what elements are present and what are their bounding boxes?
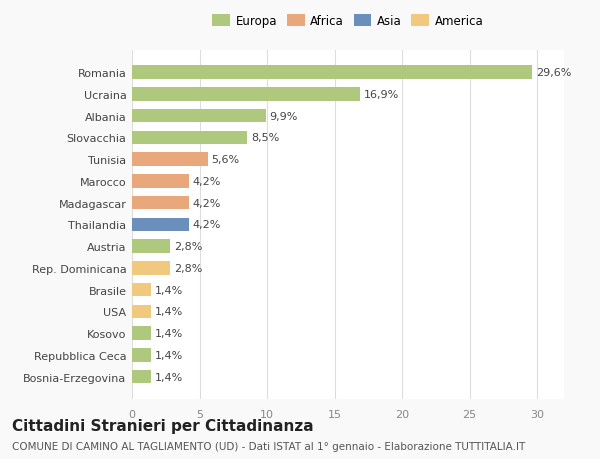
Text: 1,4%: 1,4% <box>155 328 183 338</box>
Text: 1,4%: 1,4% <box>155 350 183 360</box>
Bar <box>132 175 188 188</box>
Bar <box>132 370 151 383</box>
Bar <box>132 110 266 123</box>
Legend: Europa, Africa, Asia, America: Europa, Africa, Asia, America <box>210 13 486 31</box>
Bar <box>132 305 151 319</box>
Bar <box>132 131 247 145</box>
Text: 4,2%: 4,2% <box>193 198 221 208</box>
Bar <box>132 196 188 210</box>
Text: 1,4%: 1,4% <box>155 307 183 317</box>
Text: Cittadini Stranieri per Cittadinanza: Cittadini Stranieri per Cittadinanza <box>12 418 314 433</box>
Bar <box>132 218 188 232</box>
Text: 29,6%: 29,6% <box>536 68 571 78</box>
Bar <box>132 153 208 167</box>
Bar <box>132 262 170 275</box>
Text: 4,2%: 4,2% <box>193 177 221 186</box>
Bar <box>132 283 151 297</box>
Text: 5,6%: 5,6% <box>212 155 240 165</box>
Text: 1,4%: 1,4% <box>155 285 183 295</box>
Bar <box>132 348 151 362</box>
Text: 9,9%: 9,9% <box>270 112 298 122</box>
Text: 2,8%: 2,8% <box>174 241 202 252</box>
Text: 1,4%: 1,4% <box>155 372 183 382</box>
Bar <box>132 240 170 253</box>
Text: 8,5%: 8,5% <box>251 133 279 143</box>
Text: COMUNE DI CAMINO AL TAGLIAMENTO (UD) - Dati ISTAT al 1° gennaio - Elaborazione T: COMUNE DI CAMINO AL TAGLIAMENTO (UD) - D… <box>12 441 525 451</box>
Text: 4,2%: 4,2% <box>193 220 221 230</box>
Bar <box>132 88 360 101</box>
Text: 2,8%: 2,8% <box>174 263 202 273</box>
Bar <box>132 67 532 80</box>
Text: 16,9%: 16,9% <box>364 90 400 100</box>
Bar <box>132 327 151 340</box>
